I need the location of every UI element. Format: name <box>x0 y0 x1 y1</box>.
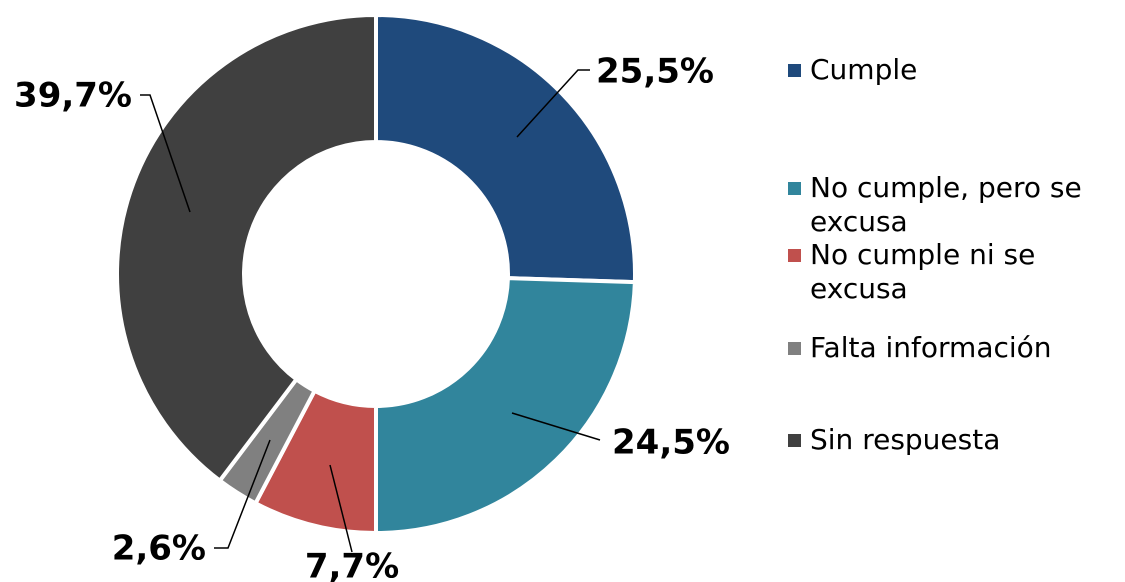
leader-line <box>329 464 353 553</box>
legend-swatch <box>788 434 801 447</box>
value-label: 7,7% <box>305 547 399 582</box>
legend-item: Cumple <box>788 53 1098 87</box>
value-label: 24,5% <box>612 423 730 463</box>
leader-line <box>516 69 590 138</box>
legend-swatch <box>788 182 801 195</box>
legend-swatch <box>788 342 801 355</box>
legend-label: No cumple, pero se excusa <box>810 171 1082 238</box>
legend-item: No cumple ni se excusa <box>788 238 1098 306</box>
value-label: 25,5% <box>596 52 714 92</box>
legend-label: Sin respuesta <box>810 423 1001 456</box>
donut-slice <box>374 276 637 536</box>
legend-item: No cumple, pero se excusa <box>788 171 1098 239</box>
donut-slice <box>374 12 637 285</box>
legend-item: Sin respuesta <box>788 423 1098 457</box>
legend-swatch <box>788 64 801 77</box>
legend-label: Falta información <box>810 331 1052 364</box>
value-label: 2,6% <box>112 529 206 569</box>
legend-label: No cumple ni se excusa <box>810 238 1036 305</box>
value-label: 39,7% <box>14 76 132 116</box>
legend-label: Cumple <box>810 53 918 86</box>
leader-line <box>214 439 271 549</box>
leader-line <box>140 94 191 213</box>
donut-slice <box>115 12 378 484</box>
legend-item: Falta información <box>788 331 1098 365</box>
legend-swatch <box>788 249 801 262</box>
leader-line <box>511 412 601 441</box>
